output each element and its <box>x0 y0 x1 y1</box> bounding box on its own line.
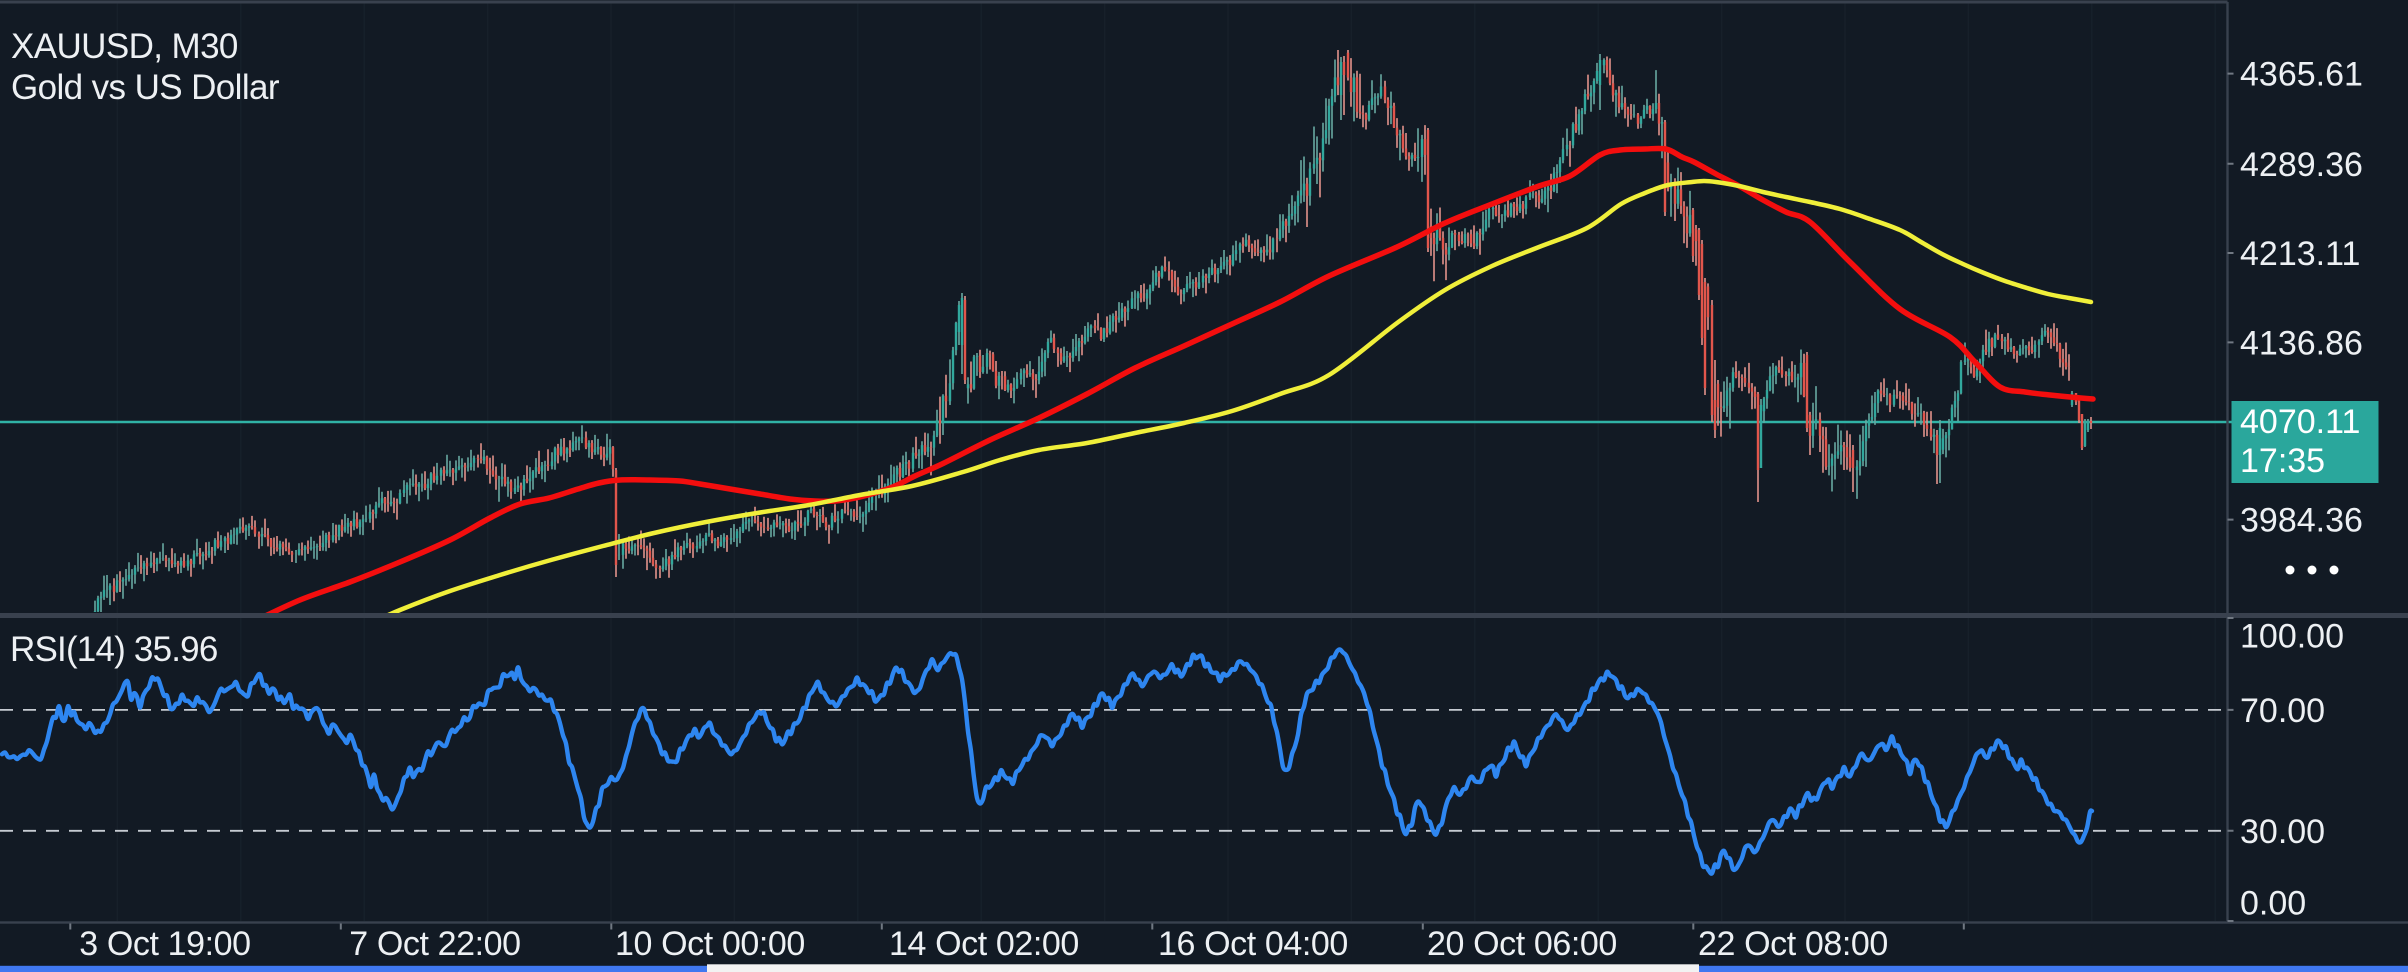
svg-text:22 Oct 08:00: 22 Oct 08:00 <box>1698 925 1888 963</box>
svg-text:14 Oct 02:00: 14 Oct 02:00 <box>889 925 1079 963</box>
svg-text:4136.86: 4136.86 <box>2240 324 2363 362</box>
svg-text:4213.11: 4213.11 <box>2240 235 2360 273</box>
svg-text:4289.36: 4289.36 <box>2240 146 2363 184</box>
svg-text:7 Oct 22:00: 7 Oct 22:00 <box>349 925 520 963</box>
svg-text:3 Oct 19:00: 3 Oct 19:00 <box>79 925 250 963</box>
svg-text:0.00: 0.00 <box>2240 884 2306 922</box>
svg-text:20 Oct 06:00: 20 Oct 06:00 <box>1427 925 1617 963</box>
svg-text:3984.36: 3984.36 <box>2240 502 2363 540</box>
svg-text:70.00: 70.00 <box>2240 692 2325 730</box>
svg-text:4070.11: 4070.11 <box>2240 403 2360 441</box>
svg-text:17:35: 17:35 <box>2240 442 2325 480</box>
svg-text:Gold vs US Dollar: Gold vs US Dollar <box>11 68 280 107</box>
svg-text:100.00: 100.00 <box>2240 618 2344 656</box>
svg-text:30.00: 30.00 <box>2240 813 2325 851</box>
svg-text:RSI(14) 35.96: RSI(14) 35.96 <box>10 630 218 669</box>
svg-text:4365.61: 4365.61 <box>2240 56 2363 94</box>
svg-text:XAUUSD, M30: XAUUSD, M30 <box>11 27 238 66</box>
svg-text:10 Oct 00:00: 10 Oct 00:00 <box>615 925 805 963</box>
svg-text:16 Oct 04:00: 16 Oct 04:00 <box>1158 925 1348 963</box>
